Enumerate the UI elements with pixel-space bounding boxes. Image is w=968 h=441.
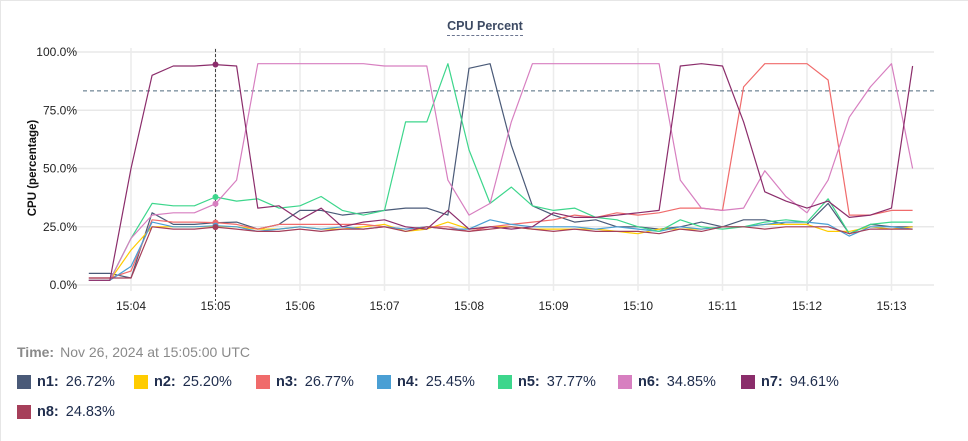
series-line-n1 <box>88 63 913 279</box>
hover-dot-n6 <box>212 200 219 207</box>
legend-series-name: n8: <box>37 404 59 420</box>
x-tick-label: 15:12 <box>792 299 822 313</box>
series-line-n7 <box>88 63 914 281</box>
legend-series-name: n7: <box>761 374 783 390</box>
series-line-n5 <box>88 63 913 281</box>
legend-series-value: 26.72% <box>65 374 115 390</box>
y-tick-label: 25.0% <box>43 220 77 234</box>
legend-item-n5[interactable]: n5: 37.77% <box>498 374 596 390</box>
x-tick-label: 15:04 <box>116 299 146 313</box>
legend-series-value: 26.77% <box>304 374 354 390</box>
legend-series-name: n1: <box>37 374 59 390</box>
legend-series-name: n3: <box>276 374 298 390</box>
chart-title[interactable]: CPU Percent <box>447 19 523 36</box>
legend-item-n3[interactable]: n3: 26.77% <box>256 374 354 390</box>
cpu-line-chart[interactable]: 0.0% 25.0% 50.0% 75.0% 100.0% 15:04 15:05 15:06… <box>1 1 968 331</box>
legend-series-value: 25.45% <box>425 374 475 390</box>
series-line-n3 <box>88 63 913 279</box>
legend-swatch <box>134 375 148 389</box>
legend-swatch <box>741 375 755 389</box>
legend-series-value: 25.20% <box>182 374 232 390</box>
y-tick-label: 0.0% <box>50 278 78 292</box>
legend-swatch <box>17 375 31 389</box>
legend-series-name: n5: <box>518 374 540 390</box>
legend-series-value: 37.77% <box>546 374 596 390</box>
x-tick-label: 15:11 <box>708 299 737 313</box>
hover-dot-n8 <box>212 224 219 231</box>
legend-item-n4[interactable]: n4: 25.45% <box>377 374 475 390</box>
legend-series-value: 94.61% <box>789 374 839 390</box>
x-tick-label: 15:06 <box>285 299 315 313</box>
legend-item-n6[interactable]: n6: 34.85% <box>618 374 716 390</box>
y-tick-label: 100.0% <box>36 45 77 59</box>
x-tick-label: 15:09 <box>538 299 568 313</box>
time-value: Nov 26, 2024 at 15:05:00 UTC <box>60 344 250 360</box>
x-tick-label: 15:08 <box>454 299 484 313</box>
x-tick-label: 15:07 <box>369 299 399 313</box>
y-tick-label: 75.0% <box>43 103 77 117</box>
legend-series-value: 34.85% <box>666 374 716 390</box>
legend-swatch <box>377 375 391 389</box>
legend-swatch <box>17 405 31 419</box>
legend-item-n1[interactable]: n1: 26.72% <box>17 374 115 390</box>
legend-series-name: n4: <box>397 374 419 390</box>
x-tick-label: 15:05 <box>200 299 230 313</box>
series-line-n8 <box>88 226 913 279</box>
series-line-n6 <box>88 63 914 281</box>
legend-swatch <box>618 375 632 389</box>
y-axis-label: CPU (percentage) <box>27 120 39 217</box>
series-line-n2 <box>88 221 913 281</box>
hover-dot-n7 <box>212 61 219 68</box>
time-readout: Time: Nov 26, 2024 at 15:05:00 UTC <box>17 344 250 360</box>
x-tick-label: 15:10 <box>623 299 653 313</box>
x-tick-label: 15:13 <box>876 299 906 313</box>
y-tick-label: 50.0% <box>43 162 77 176</box>
legend-series-value: 24.83% <box>65 404 115 420</box>
time-label: Time: <box>17 344 55 360</box>
legend-series-name: n6: <box>638 374 660 390</box>
legend-swatch <box>498 375 512 389</box>
legend-item-n2[interactable]: n2: 25.20% <box>134 374 232 390</box>
series-line-n4 <box>88 219 913 281</box>
legend-item-n7[interactable]: n7: 94.61% <box>741 374 839 390</box>
legend-item-n8[interactable]: n8: 24.83% <box>17 404 115 420</box>
chart-title-wrap: CPU Percent <box>1 17 968 36</box>
legend-series-name: n2: <box>154 374 176 390</box>
legend-swatch <box>256 375 270 389</box>
hover-dot-n5 <box>212 193 219 200</box>
